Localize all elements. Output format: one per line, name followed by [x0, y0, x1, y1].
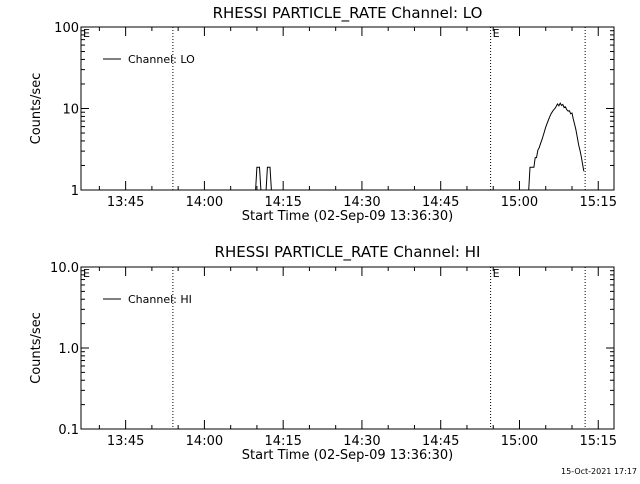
x-tick-label: 14:30 — [343, 195, 380, 210]
x-tick-label: 14:45 — [422, 434, 459, 449]
y-axis-label: Counts/sec — [29, 73, 44, 145]
lo-channel-panel: RHESSI PARTICLE_RATE Channel: LO 1 10 100 13… — [29, 4, 617, 224]
x-tick-label: 14:15 — [264, 434, 301, 449]
x-axis-label: Start Time (02-Sep-09 13:36:30) — [242, 209, 453, 224]
x-tick-label: 15:00 — [501, 434, 538, 449]
y-tick-label: 0.1 — [58, 423, 79, 438]
x-axis-label: Start Time (02-Sep-09 13:36:30) — [242, 448, 453, 463]
x-tick-label: 14:30 — [343, 434, 380, 449]
y-tick-label: 1.0 — [58, 342, 79, 357]
event-marker: E — [83, 27, 90, 40]
x-tick-label: 14:00 — [186, 195, 223, 210]
y-tick-label: 1 — [71, 184, 79, 199]
legend-label: Channel: HI — [128, 293, 192, 306]
x-tick-label: 15:15 — [580, 195, 617, 210]
x-tick-label: 13:45 — [107, 195, 144, 210]
chart-title: RHESSI PARTICLE_RATE Channel: HI — [215, 243, 481, 262]
y-tick-label: 10 — [62, 103, 79, 118]
series-line — [255, 102, 585, 191]
event-marker: E — [493, 27, 500, 40]
x-tick-label: 14:00 — [186, 434, 223, 449]
x-tick-label: 14:15 — [264, 195, 301, 210]
chart-title: RHESSI PARTICLE_RATE Channel: LO — [213, 4, 483, 23]
y-axis-label: Counts/sec — [29, 312, 44, 384]
y-tick-label: 100 — [54, 21, 79, 36]
event-marker: E — [493, 267, 500, 280]
legend-label: Channel: LO — [128, 53, 195, 66]
y-tick-label: 10.0 — [50, 261, 79, 276]
x-tick-label: 13:45 — [107, 434, 144, 449]
hi-channel-panel: RHESSI PARTICLE_RATE Channel: HI 0.1 1.0 10… — [29, 243, 617, 463]
x-tick-label: 15:00 — [501, 195, 538, 210]
event-marker: E — [83, 267, 90, 280]
date-stamp: 15-Oct-2021 17:17 — [561, 467, 637, 476]
plot-frame — [80, 266, 615, 430]
x-tick-label: 14:45 — [422, 195, 459, 210]
x-tick-label: 15:15 — [580, 434, 617, 449]
